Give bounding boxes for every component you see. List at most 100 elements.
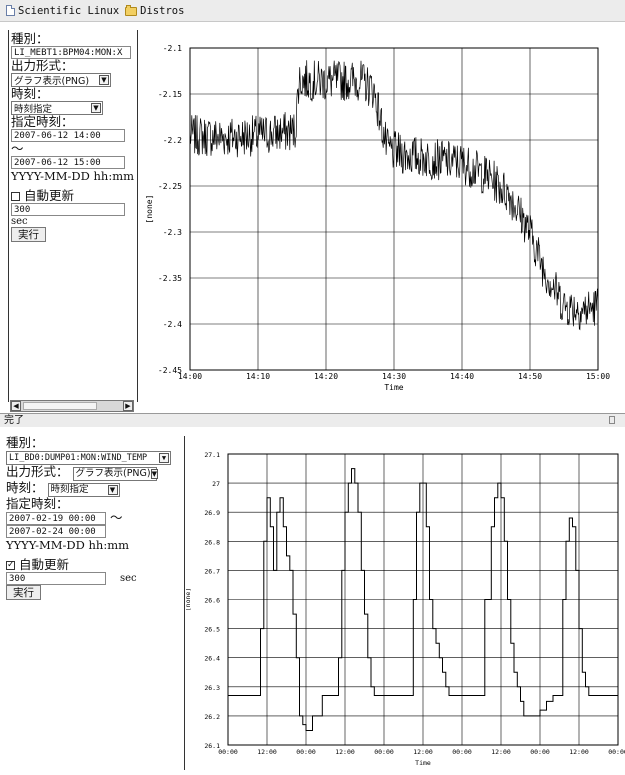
tilde-separator: ～ <box>110 510 123 525</box>
bookmark-scientific-linux[interactable]: Scientific Linux <box>6 5 119 17</box>
run-button[interactable]: 実行 <box>11 227 46 242</box>
output-format-label: 出力形式： <box>11 58 74 73</box>
y-tick-label: 26.6 <box>204 597 220 605</box>
x-tick-label: 12:00 <box>491 748 511 756</box>
series-line <box>228 468 618 731</box>
chevron-down-icon: ▼ <box>107 485 118 495</box>
specified-time-label: 指定時刻： <box>6 496 69 511</box>
specified-time-label: 指定時刻： <box>11 114 74 129</box>
output-format-select[interactable]: グラフ表示(PNG) ▼ <box>72 467 159 481</box>
tilde-separator: ～ <box>11 141 24 156</box>
y-tick-label: -2.4 <box>163 320 182 329</box>
x-axis-label: Time <box>415 759 431 767</box>
y-tick-label: 27 <box>212 480 220 488</box>
end-time-field[interactable]: 2007-02-24 00:00 <box>6 525 106 538</box>
kind-label: 種別： <box>11 31 49 46</box>
x-tick-label: 14:50 <box>518 372 542 381</box>
x-tick-label: 15:00 <box>586 372 610 381</box>
bottom-chart: 27.1 27 26.9 26.8 26.7 26.6 26.5 26.4 26.3 26.2 26… <box>184 440 625 772</box>
x-tick-label: 00:00 <box>218 748 238 756</box>
page-icon <box>6 5 15 16</box>
y-tick-label: 26.4 <box>204 655 220 663</box>
auto-update-checkbox[interactable] <box>6 558 15 572</box>
auto-update-checkbox[interactable] <box>11 192 20 201</box>
chevron-down-icon: ▼ <box>99 75 109 85</box>
y-tick-label: -2.35 <box>158 274 182 283</box>
scroll-left-icon[interactable]: ◀ <box>11 401 21 411</box>
top-query-form: 種別： LI_MEBT1:BPM04:MON:X 出力形式： グラフ表示(PNG… <box>8 30 138 402</box>
x-tick-label: 12:00 <box>413 748 433 756</box>
y-axis-label: [none] <box>186 588 192 611</box>
bottom-query-form: 種別： LI_BD0:DUMP01:MON:WIND_TEMP ▼ 出力形式： グ… <box>4 436 185 770</box>
y-tick-label: 27.1 <box>204 451 220 459</box>
y-tick-label: 26.3 <box>204 684 220 692</box>
x-tick-label: 14:10 <box>246 372 270 381</box>
bookmark-label: Scientific Linux <box>18 4 120 17</box>
x-tick-label: 14:20 <box>314 372 338 381</box>
scroll-right-icon[interactable]: ▶ <box>123 401 133 411</box>
chevron-down-icon: ▼ <box>159 453 169 463</box>
x-tick-label: 00:00 <box>530 748 550 756</box>
bookmark-distros-folder[interactable]: Distros <box>125 4 185 17</box>
interval-field[interactable]: 300 <box>11 203 125 216</box>
y-tick-label: -2.1 <box>163 44 182 53</box>
y-tick-label: 26.8 <box>204 538 220 546</box>
scroll-thumb[interactable] <box>23 402 97 410</box>
auto-update-label: 自動更新 <box>18 557 69 572</box>
y-tick-label: 26.1 <box>204 742 220 750</box>
time-mode-value: 時刻指定 <box>14 104 53 115</box>
signal-name-value: LI_BD0:DUMP01:MON:WIND_TEMP <box>9 453 148 463</box>
y-tick-label: -2.15 <box>158 90 182 99</box>
time-mode-select[interactable]: 時刻指定 ▼ <box>47 483 120 497</box>
output-format-label: 出力形式： <box>6 464 69 479</box>
status-indicator-icon <box>609 416 615 424</box>
y-tick-label: -2.25 <box>158 182 182 191</box>
start-time-field[interactable]: 2007-02-19 00:00 <box>6 511 106 525</box>
output-format-value: グラフ表示(PNG) <box>14 76 90 87</box>
chevron-down-icon: ▼ <box>91 103 101 113</box>
top-chart-svg: -2.1 -2.15 -2.2 -2.25 -2.3 -2.35 -2.4 -2.4514:0… <box>145 44 610 392</box>
x-tick-label: 00:00 <box>608 748 625 756</box>
status-bar: 完了 <box>0 413 625 427</box>
y-tick-label: 26.9 <box>204 509 220 517</box>
bottom-chart-svg: 27.1 27 26.9 26.8 26.7 26.6 26.5 26.4 26.3 26.2 26… <box>184 451 625 767</box>
horizontal-scrollbar[interactable]: ◀ ▶ <box>10 400 134 412</box>
start-time-field[interactable]: 2007-06-12 14:00 <box>11 129 125 142</box>
date-format-hint: YYYY-MM-DD hh:mm <box>11 169 135 183</box>
signal-name-field[interactable]: LI_MEBT1:BPM04:MON:X <box>11 46 131 59</box>
top-chart: -2.1 -2.15 -2.2 -2.25 -2.3 -2.35 -2.4 -2.45 14:0… <box>138 30 625 412</box>
x-tick-label: 12:00 <box>335 748 355 756</box>
x-tick-label: 14:30 <box>382 372 406 381</box>
interval-field[interactable]: 300 <box>6 572 106 585</box>
bookmark-label: Distros <box>140 4 185 17</box>
run-button[interactable]: 実行 <box>6 585 41 600</box>
date-format-hint: YYYY-MM-DD hh:mm <box>6 538 130 552</box>
time-mode-value: 時刻指定 <box>50 484 89 495</box>
end-time-field[interactable]: 2007-06-12 15:00 <box>11 156 125 169</box>
series-line <box>189 60 599 331</box>
y-axis-label: [none] <box>145 195 154 224</box>
folder-icon <box>125 4 138 16</box>
y-tick-label: 26.7 <box>204 567 220 575</box>
x-tick-label: 12:00 <box>569 748 589 756</box>
x-tick-label: 00:00 <box>296 748 316 756</box>
x-tick-label: 14:00 <box>178 372 202 381</box>
time-mode-select[interactable]: 時刻指定 ▼ <box>11 101 103 115</box>
y-tick-label: 26.5 <box>204 626 220 634</box>
x-axis-label: Time <box>384 383 403 392</box>
output-format-select[interactable]: グラフ表示(PNG) ▼ <box>11 73 111 87</box>
auto-update-label: 自動更新 <box>23 188 74 203</box>
x-tick-label: 14:40 <box>450 372 474 381</box>
x-tick-label: 12:00 <box>257 748 277 756</box>
time-label: 時刻： <box>6 480 44 495</box>
interval-unit: sec <box>120 573 137 584</box>
output-format-value: グラフ表示(PNG) <box>75 468 151 479</box>
signal-name-select[interactable]: LI_BD0:DUMP01:MON:WIND_TEMP ▼ <box>6 451 171 465</box>
y-tick-label: 26.2 <box>204 713 220 721</box>
kind-label: 種別： <box>6 435 44 450</box>
x-tick-label: 00:00 <box>374 748 394 756</box>
y-tick-label: -2.2 <box>163 136 182 145</box>
y-tick-label: -2.45 <box>158 366 182 375</box>
interval-unit: sec <box>11 216 28 227</box>
chevron-down-icon: ▼ <box>150 469 159 479</box>
